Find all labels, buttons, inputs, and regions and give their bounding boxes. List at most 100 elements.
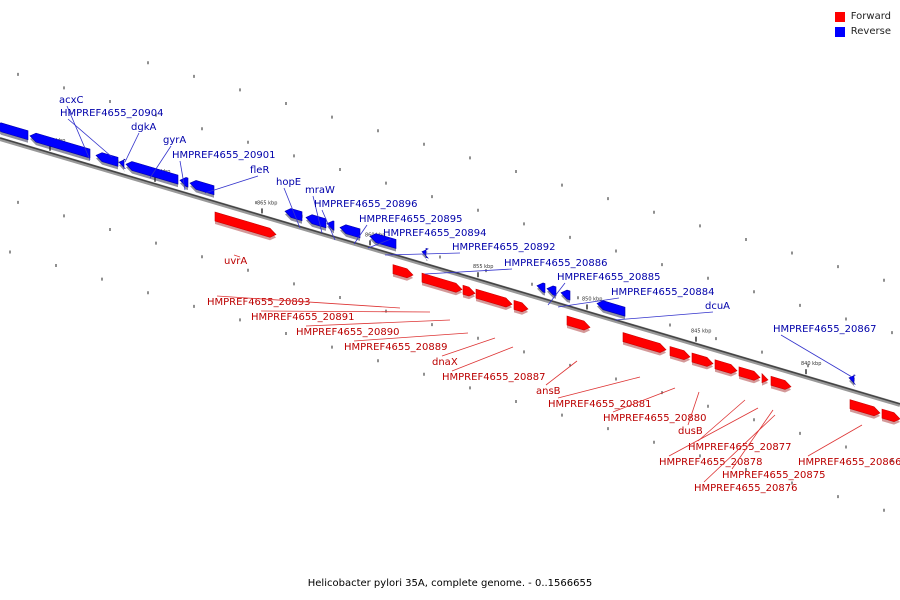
forward-gene-label: HMPREF4655_20866 bbox=[798, 457, 900, 468]
reverse-leader-line bbox=[353, 224, 368, 245]
reverse-gene-label: HMPREF4655_20895 bbox=[359, 214, 462, 225]
reverse-leader-line bbox=[179, 160, 186, 191]
forward-gene-label: HMPREF4655_20875 bbox=[722, 470, 825, 481]
forward-gene bbox=[691, 352, 714, 367]
reverse-gene-label: HMPREF4655_20892 bbox=[452, 242, 555, 253]
forward-gene bbox=[462, 284, 476, 297]
forward-leader-line bbox=[216, 295, 401, 309]
scale-tick-label: 845 kbp bbox=[691, 329, 711, 335]
forward-gene-label: HMPREF4655_20889 bbox=[344, 342, 447, 353]
reverse-gene-label: HMPREF4655_20904 bbox=[60, 108, 163, 119]
reverse-leader-line bbox=[149, 145, 172, 179]
forward-gene bbox=[566, 315, 591, 331]
reverse-gene bbox=[369, 233, 397, 249]
reverse-gene-label: fleR bbox=[250, 165, 269, 176]
forward-gene-label: HMPREF4655_20890 bbox=[296, 327, 399, 338]
reverse-swatch bbox=[834, 26, 845, 37]
reverse-gene-label: dcuA bbox=[705, 301, 730, 312]
scale-tick-label: 855 kbp bbox=[473, 264, 493, 270]
forward-gene bbox=[214, 211, 277, 238]
forward-leader-line bbox=[697, 399, 746, 442]
forward-leader-line bbox=[260, 310, 431, 313]
forward-gene bbox=[669, 346, 691, 360]
forward-swatch bbox=[834, 11, 845, 22]
reverse-gene bbox=[421, 247, 429, 259]
reverse-leader-line bbox=[424, 268, 513, 275]
forward-leader-line bbox=[305, 319, 451, 327]
forward-gene-label: HMPREF4655_20893 bbox=[207, 297, 310, 308]
forward-leader-line bbox=[703, 414, 776, 483]
reverse-leader-line bbox=[204, 175, 259, 194]
genome-backbone-shadow bbox=[0, 137, 900, 407]
reverse-gene-label: HMPREF4655_20901 bbox=[172, 150, 275, 161]
reverse-leader-line bbox=[780, 334, 853, 378]
reverse-leader-line bbox=[312, 195, 323, 234]
reverse-leader-line bbox=[547, 282, 566, 306]
reverse-leader-line bbox=[557, 297, 620, 308]
forward-leader-line bbox=[557, 376, 641, 399]
forward-gene bbox=[714, 359, 738, 374]
reverse-gene bbox=[596, 300, 626, 317]
caption: Helicobacter pylori 35A, complete genome… bbox=[307, 578, 593, 589]
reverse-leader-line bbox=[367, 238, 392, 249]
forward-leader-line bbox=[451, 346, 514, 372]
forward-leader-line bbox=[233, 254, 241, 258]
forward-gene-label: HMPREF4655_20877 bbox=[688, 442, 791, 453]
scale-tick-label: 865 kbp bbox=[257, 200, 277, 206]
forward-gene bbox=[622, 332, 667, 353]
reverse-leader-line bbox=[283, 187, 301, 229]
reverse-gene-label: hopE bbox=[276, 177, 301, 188]
reverse-gene bbox=[560, 289, 571, 301]
reverse-gene-label: HMPREF4655_20884 bbox=[611, 287, 714, 298]
reverse-gene bbox=[339, 224, 361, 239]
reverse-gene bbox=[29, 132, 91, 159]
forward-gene-label: uvrA bbox=[224, 256, 247, 267]
forward-gene-label: HMPREF4655_20891 bbox=[251, 312, 354, 323]
reverse-gene-label: mraW bbox=[305, 185, 335, 196]
legend-reverse-label: Reverse bbox=[850, 26, 891, 37]
reverse-gene-label: HMPREF4655_20885 bbox=[557, 272, 660, 283]
forward-gene bbox=[513, 299, 529, 313]
forward-leader-line bbox=[353, 332, 469, 342]
reverse-gene-label: HMPREF4655_20894 bbox=[383, 228, 486, 239]
forward-gene-label: ansB bbox=[536, 386, 561, 397]
forward-gene bbox=[881, 408, 900, 422]
scale-tick-label: 840 kbp bbox=[801, 361, 821, 367]
reverse-gene bbox=[95, 152, 119, 167]
reverse-gene-label: dgkA bbox=[131, 122, 156, 133]
forward-gene bbox=[392, 264, 414, 279]
forward-gene-label: dusB bbox=[678, 426, 703, 437]
scale-tick-label: 850 kbp bbox=[582, 296, 602, 302]
reverse-gene-label: HMPREF4655_20896 bbox=[314, 199, 417, 210]
forward-gene bbox=[421, 272, 463, 293]
reverse-gene bbox=[546, 285, 557, 297]
reverse-leader-line bbox=[321, 209, 336, 241]
legend: Forward Reverse bbox=[834, 9, 891, 39]
reverse-gene bbox=[536, 282, 546, 293]
forward-leader-line bbox=[687, 391, 700, 426]
forward-leader-line bbox=[441, 337, 496, 357]
forward-leader-line bbox=[612, 387, 676, 413]
reverse-gene-shadow bbox=[422, 251, 428, 261]
reverse-gene-label: HMPREF4655_20886 bbox=[504, 258, 607, 269]
forward-leader-line bbox=[545, 360, 578, 386]
forward-leader-line bbox=[668, 407, 759, 457]
reverse-gene-label: gyrA bbox=[163, 135, 186, 146]
reverse-gene bbox=[848, 374, 856, 385]
reverse-leader-line bbox=[67, 118, 113, 158]
forward-gene-label: dnaX bbox=[432, 357, 458, 368]
legend-forward-label: Forward bbox=[850, 11, 891, 22]
reverse-leader-line bbox=[124, 132, 140, 163]
forward-gene-label: HMPREF4655_20887 bbox=[442, 372, 545, 383]
forward-gene bbox=[849, 399, 881, 417]
reverse-gene-label: acxC bbox=[59, 95, 84, 106]
reverse-gene bbox=[189, 180, 215, 196]
forward-gene bbox=[761, 372, 769, 384]
legend-forward: Forward bbox=[834, 9, 891, 24]
forward-gene-label: HMPREF4655_20880 bbox=[603, 413, 706, 424]
reverse-gene bbox=[118, 158, 126, 170]
reverse-leader-line bbox=[614, 311, 714, 321]
reverse-gene-label: HMPREF4655_20867 bbox=[773, 324, 876, 335]
forward-gene-label: HMPREF4655_20878 bbox=[659, 457, 762, 468]
